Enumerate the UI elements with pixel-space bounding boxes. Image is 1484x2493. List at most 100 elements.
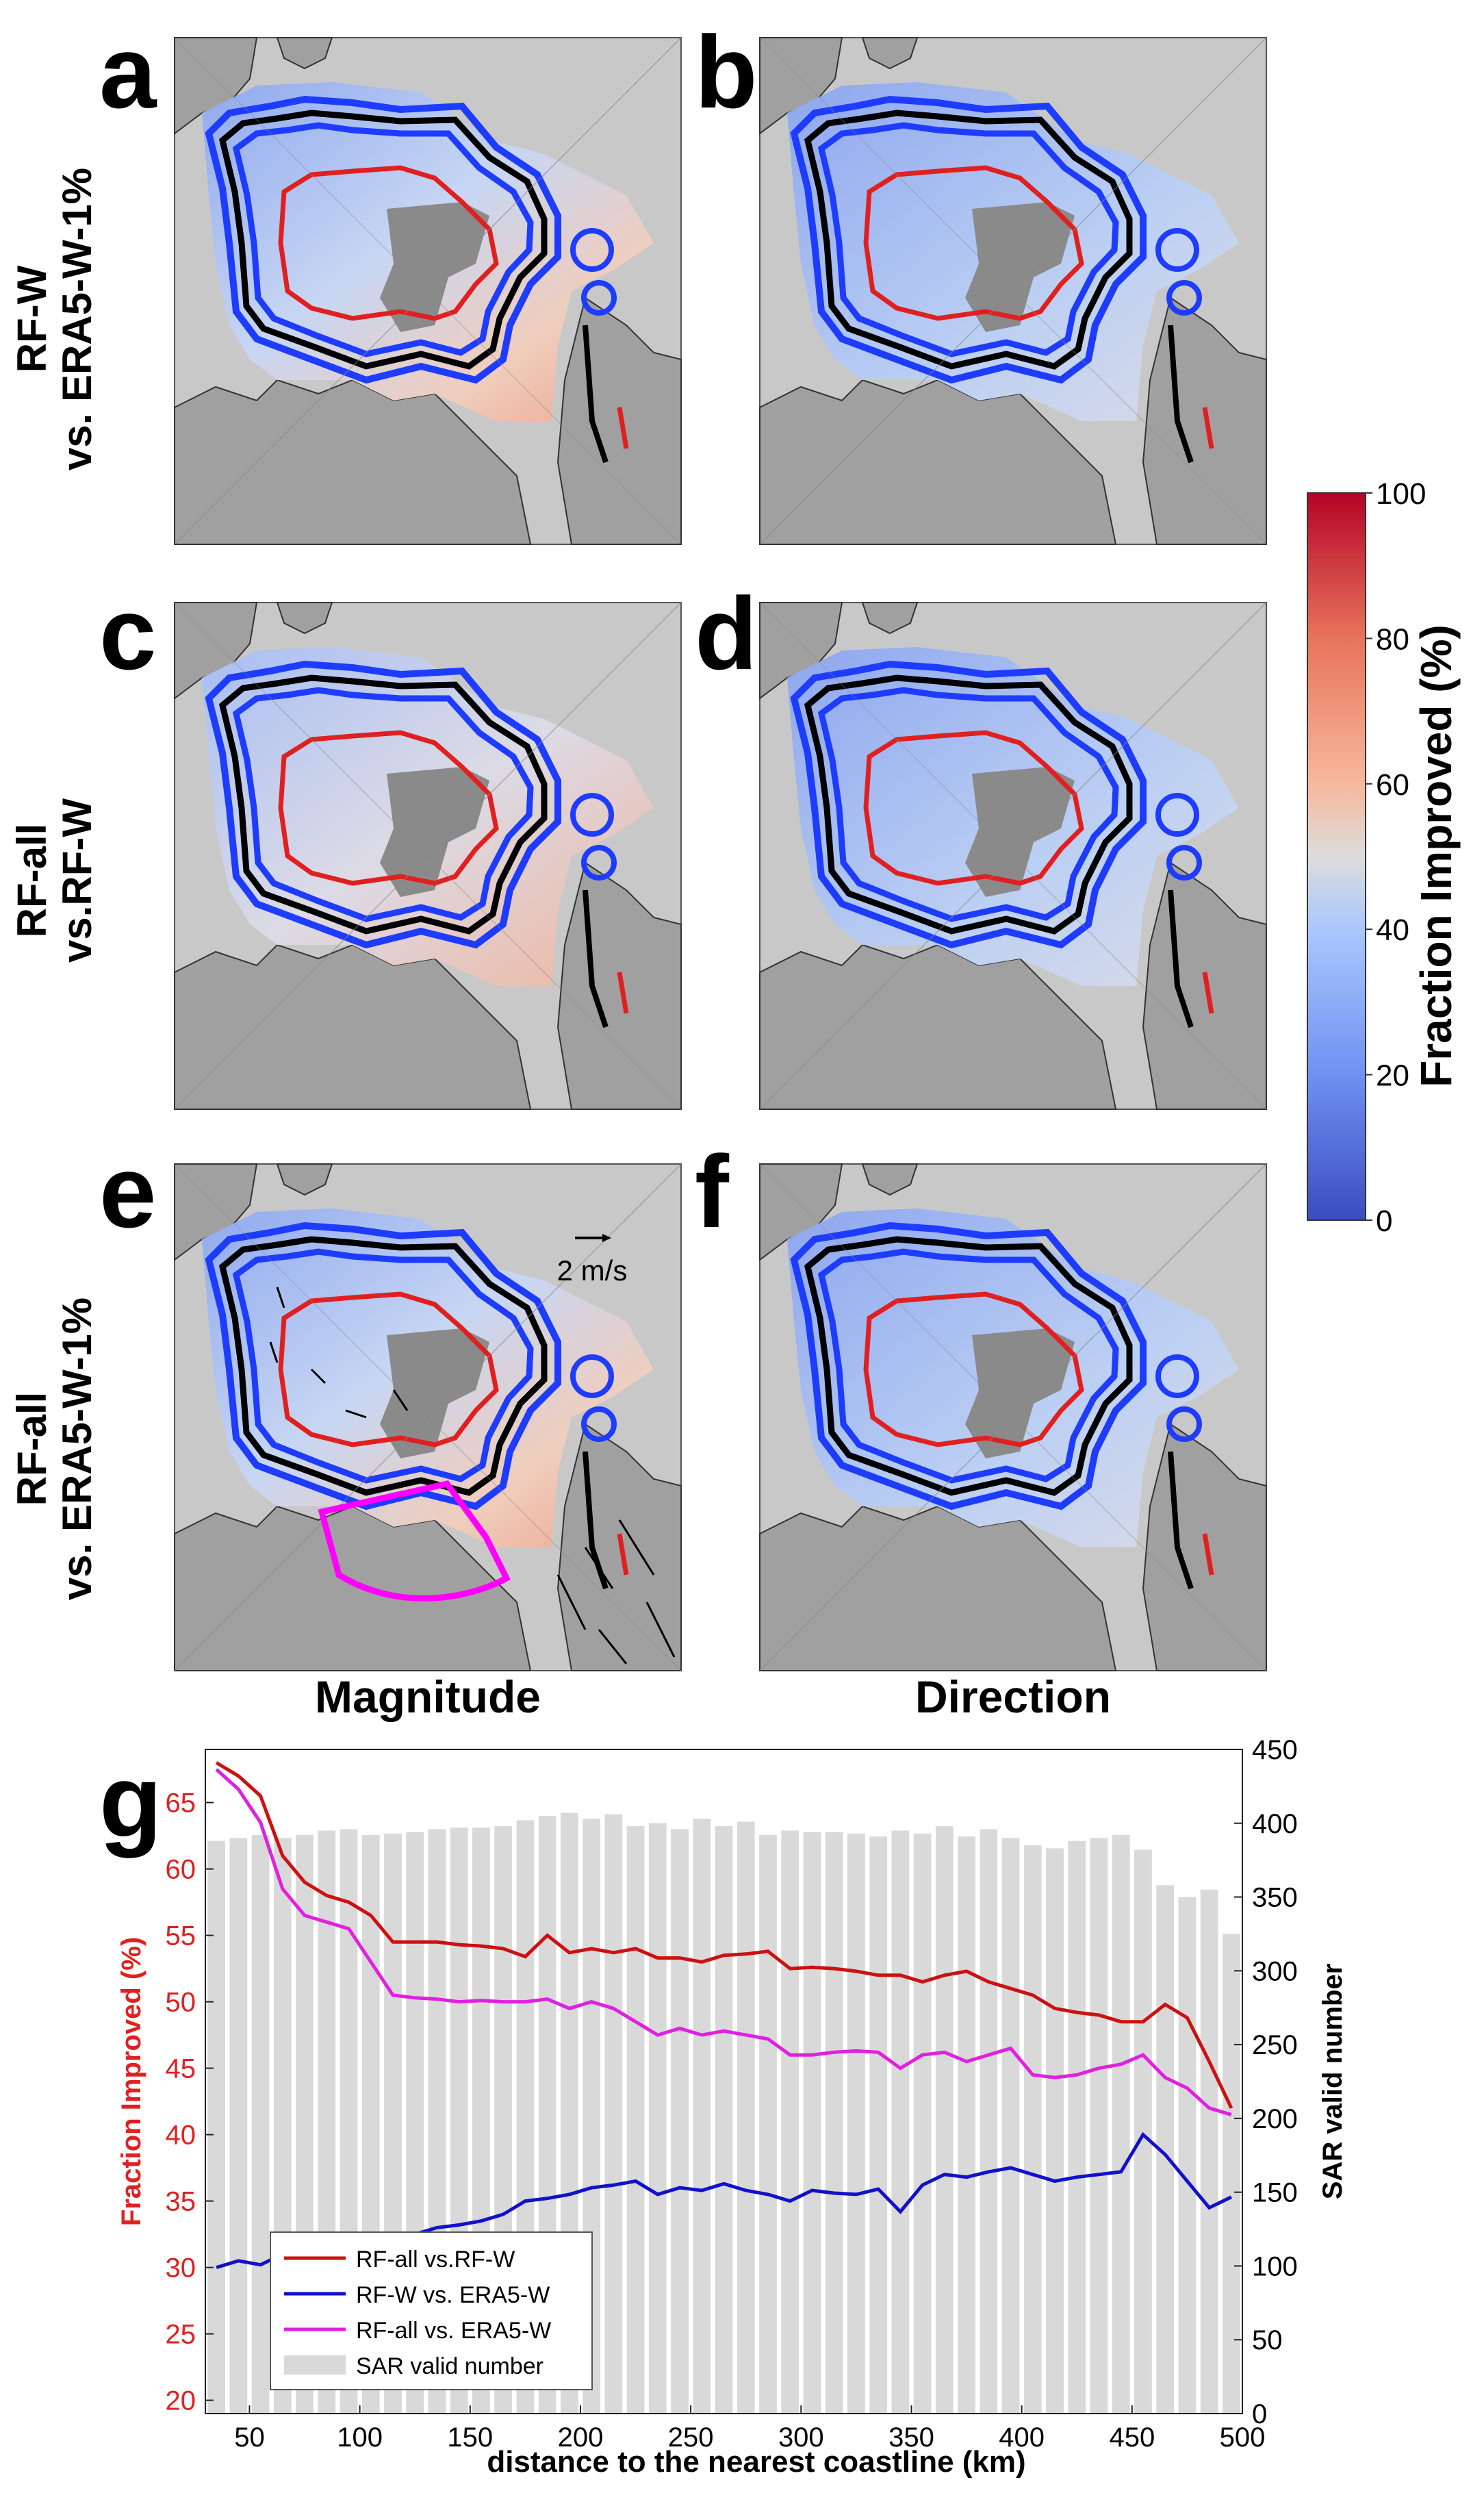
- vector-scale: 2 m/s: [557, 1234, 628, 1287]
- map-panel-c: [174, 602, 682, 1110]
- bar: [671, 1829, 689, 2414]
- panel-letter-d: d: [695, 576, 758, 691]
- colorbar-tick-label: 40: [1376, 913, 1409, 947]
- y-tick-label: 50: [166, 1988, 196, 2018]
- map-panel-b: [759, 37, 1267, 545]
- colorbar-tick-label: 0: [1376, 1204, 1392, 1238]
- bar: [1178, 1897, 1197, 2414]
- x-axis-label: distance to the nearest coastline (km): [487, 2445, 1025, 2479]
- bar: [715, 1826, 733, 2414]
- bar: [1068, 1840, 1086, 2414]
- y2-tick-label: 350: [1252, 1883, 1298, 1913]
- panel-letter-b: b: [695, 14, 758, 129]
- bar: [693, 1819, 711, 2414]
- y2-tick-label: 450: [1252, 1735, 1298, 1765]
- plot-frame: [205, 1749, 1243, 2414]
- y2-tick-label: 100: [1252, 2251, 1298, 2281]
- bar: [825, 1832, 843, 2414]
- bar: [626, 1826, 645, 2414]
- bar: [935, 1826, 954, 2414]
- map-panel-a: [174, 37, 682, 545]
- y-tick-label: 55: [166, 1921, 196, 1951]
- y-tick-label: 65: [166, 1788, 196, 1819]
- x-tick-label: 50: [234, 2422, 265, 2453]
- legend-swatch: [284, 2355, 346, 2375]
- y-tick-label: 30: [166, 2253, 196, 2283]
- x-tick-label: 350: [888, 2422, 934, 2453]
- colorbar: [1307, 492, 1366, 1221]
- x-tick-label: 250: [668, 2422, 714, 2453]
- y2-tick-label: 200: [1252, 2104, 1298, 2134]
- line-chart: 50 100 150 200 250 300 350 400 450 50020253035404…: [116, 1735, 1348, 2479]
- bar: [737, 1821, 755, 2414]
- y2-tick-label: 300: [1252, 1956, 1298, 1986]
- colorbar-tick-label: 20: [1376, 1059, 1409, 1093]
- legend-label: RF-all vs.RF-W: [356, 2247, 515, 2273]
- bar: [604, 1814, 623, 2414]
- x-tick-label: 500: [1220, 2422, 1266, 2453]
- bar: [229, 1838, 248, 2414]
- bar: [781, 1830, 799, 2414]
- bar: [1023, 1845, 1042, 2414]
- bar: [1046, 1848, 1064, 2414]
- legend-label: SAR valid number: [356, 2353, 543, 2379]
- y-tick-label: 45: [166, 2054, 196, 2084]
- legend: RF-all vs.RF-W RF-W vs. ERA5-W RF-all vs. …: [270, 2231, 593, 2390]
- legend-label: RF-W vs. ERA5-W: [356, 2282, 550, 2308]
- y-axis-label: Fraction Improved (%): [116, 1937, 146, 2226]
- x-tick-label: 200: [558, 2422, 604, 2453]
- bar: [847, 1833, 865, 2414]
- y2-tick-label: 400: [1252, 1809, 1298, 1839]
- y-tick-label: 20: [166, 2386, 196, 2416]
- bar: [891, 1830, 910, 2414]
- map-panel-d: [759, 602, 1267, 1110]
- map-panel-f: [759, 1163, 1267, 1671]
- bar: [1090, 1838, 1108, 2414]
- y-tick-label: 25: [166, 2320, 196, 2350]
- map-panel-e: 2 m/s: [174, 1163, 682, 1671]
- colorbar-tick-label: 60: [1376, 768, 1409, 802]
- bar: [958, 1836, 975, 2414]
- wind-vectors: [269, 1287, 676, 1665]
- bar: [869, 1836, 888, 2414]
- bar: [980, 1829, 998, 2414]
- panel-letter-c: c: [99, 576, 157, 691]
- vector-scale-label: 2 m/s: [557, 1254, 628, 1287]
- bar: [803, 1832, 821, 2414]
- x-tick-label: 300: [778, 2422, 824, 2453]
- y2-tick-label: 0: [1252, 2399, 1267, 2429]
- x-tick-label: 400: [999, 2422, 1045, 2453]
- y2-axis-label: SAR valid number: [1318, 1964, 1348, 2200]
- column-label-magnitude: Magnitude: [315, 1671, 541, 1722]
- bar: [1001, 1838, 1020, 2414]
- series-line-2: [215, 1768, 1232, 2116]
- bar: [913, 1833, 932, 2414]
- colorbar-ticks: 0 20 40 60 80 100: [1366, 477, 1426, 1238]
- bar: [1222, 1934, 1240, 2414]
- legend-label: RF-all vs. ERA5-W: [356, 2318, 551, 2344]
- axes: 50 100 150 200 250 300 350 400 450 50020253035404…: [166, 1735, 1298, 2453]
- magenta-sector: [318, 1480, 511, 1602]
- bar: [251, 1835, 270, 2414]
- panel-letter-g: g: [99, 1743, 162, 1858]
- y2-tick-label: 150: [1252, 2178, 1298, 2208]
- bar: [648, 1823, 667, 2414]
- colorbar-tick-label: 100: [1376, 477, 1426, 511]
- bar: [1134, 1849, 1152, 2414]
- x-tick-label: 450: [1109, 2422, 1155, 2453]
- bar: [1112, 1835, 1130, 2414]
- panel-letter-e: e: [99, 1134, 157, 1249]
- bar: [207, 1840, 226, 2414]
- colorbar-tick-label: 80: [1376, 622, 1409, 656]
- y-tick-label: 35: [166, 2187, 196, 2217]
- y2-tick-label: 50: [1252, 2325, 1283, 2355]
- x-tick-label: 100: [337, 2422, 383, 2453]
- panel-letter-a: a: [99, 14, 157, 129]
- column-label-direction: Direction: [914, 1671, 1112, 1722]
- y-tick-label: 40: [166, 2121, 196, 2151]
- x-tick-label: 150: [447, 2422, 493, 2453]
- bar: [759, 1835, 777, 2414]
- y2-tick-label: 250: [1252, 2030, 1298, 2060]
- y-tick-label: 60: [166, 1855, 196, 1885]
- colorbar-label: Fraction Improved (%): [1411, 624, 1461, 1087]
